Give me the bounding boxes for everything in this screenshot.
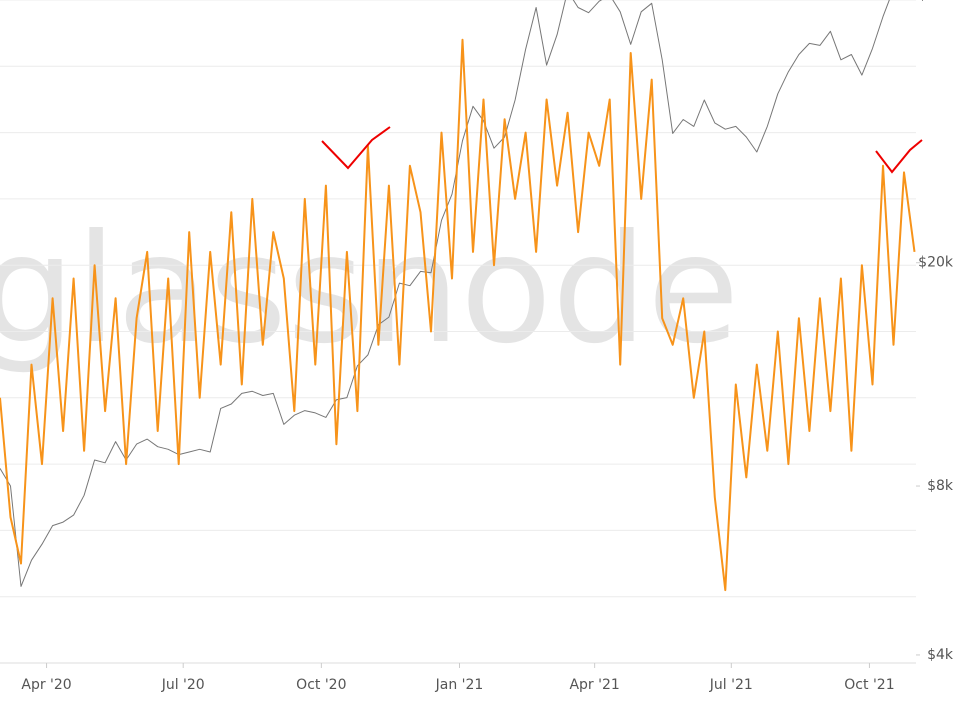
x-tick-label: Apr '21 xyxy=(569,677,619,693)
x-tick-label: Apr '20 xyxy=(21,677,71,693)
watermark: glassnode xyxy=(0,203,739,377)
series-line xyxy=(0,38,916,592)
y-tick-label: $60k xyxy=(918,0,954,3)
x-tick-label: Jul '20 xyxy=(161,677,205,693)
annotation-mark xyxy=(321,126,391,170)
y-tick-label: $4k xyxy=(927,647,954,663)
x-tick-label: Oct '20 xyxy=(296,677,346,693)
annotation-mark xyxy=(875,139,923,174)
x-tick-label: Oct '21 xyxy=(844,677,894,693)
x-tick-label: Jul '21 xyxy=(709,677,753,693)
y-tick-label: $20k xyxy=(918,255,954,271)
x-tick-label: Jan '21 xyxy=(435,677,484,693)
y-tick-label: $8k xyxy=(927,478,954,494)
